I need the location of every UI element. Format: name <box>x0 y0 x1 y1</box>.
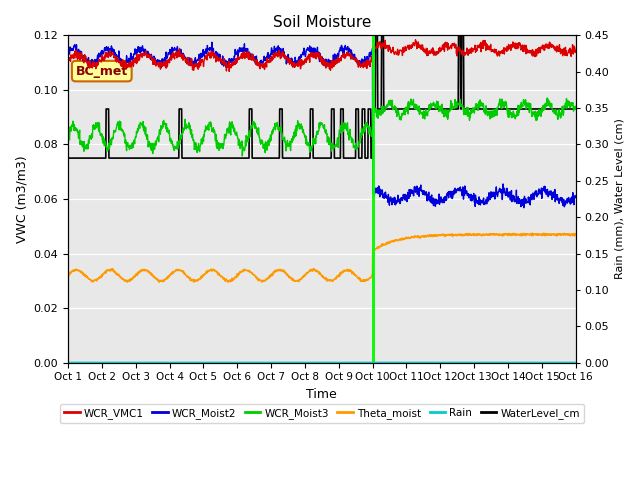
Y-axis label: Rain (mm), Water Level (cm): Rain (mm), Water Level (cm) <box>615 119 625 279</box>
Y-axis label: VWC (m3/m3): VWC (m3/m3) <box>15 155 28 243</box>
X-axis label: Time: Time <box>307 388 337 401</box>
Legend: WCR_VMC1, WCR_Moist2, WCR_Moist3, Theta_moist, Rain, WaterLevel_cm: WCR_VMC1, WCR_Moist2, WCR_Moist3, Theta_… <box>60 404 584 423</box>
Title: Soil Moisture: Soil Moisture <box>273 15 371 30</box>
Text: BC_met: BC_met <box>76 65 128 78</box>
